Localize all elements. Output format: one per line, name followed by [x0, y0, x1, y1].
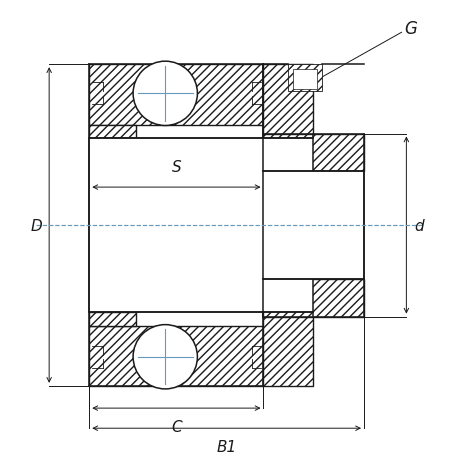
- Text: d: d: [413, 218, 423, 233]
- Bar: [263, 134, 363, 172]
- Bar: [292, 70, 316, 90]
- Text: S: S: [171, 159, 181, 174]
- Text: C: C: [171, 420, 181, 434]
- Bar: [263, 279, 363, 317]
- Bar: [287, 65, 321, 92]
- Bar: [89, 326, 263, 386]
- Text: B1: B1: [216, 439, 236, 454]
- Text: D: D: [31, 218, 42, 233]
- Bar: [263, 172, 363, 279]
- Bar: [89, 313, 136, 326]
- Bar: [263, 65, 312, 139]
- Bar: [89, 65, 263, 125]
- Bar: [89, 139, 312, 313]
- Bar: [89, 125, 136, 139]
- Text: G: G: [403, 20, 416, 38]
- Circle shape: [133, 325, 197, 389]
- Bar: [263, 313, 312, 386]
- Circle shape: [133, 62, 197, 126]
